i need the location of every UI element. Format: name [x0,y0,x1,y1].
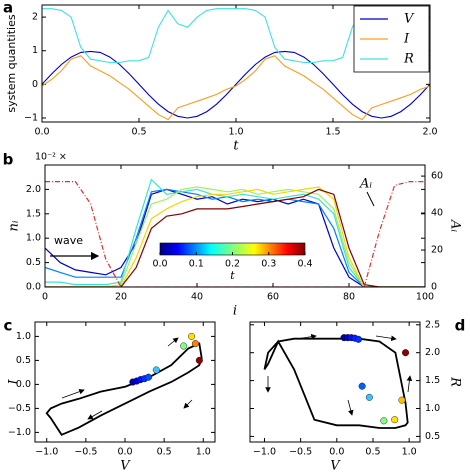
axis-multiplier: 10⁻² × [35,152,67,163]
y-tick-label: 0.0 [16,379,31,390]
x-tick-label: 40 [191,292,203,303]
annotation: wave [54,234,83,247]
y-tick-label: 0.5 [16,355,31,366]
x-axis-label: V [330,459,341,474]
y2-tick-label: 0 [431,282,437,293]
y2-tick-label: 40 [431,208,443,219]
flow-arrows [61,333,413,420]
y-tick-label: 2 [32,12,38,23]
series-line [45,188,425,287]
x-axis-label: t [233,139,239,154]
colorbar-label: t [230,269,235,282]
x-tick-label: 0.5 [131,127,146,138]
legend-label: R [403,52,414,67]
colorbar-tick-label: 0.0 [152,259,167,270]
state-point [152,366,160,374]
y-tick-label: 0.5 [425,431,440,442]
x-tick-label: 0.5 [365,447,380,458]
x-tick-label: 100 [416,292,434,303]
x-tick-label: 0 [42,292,48,303]
y-axis-label: system quantities [5,14,18,112]
y-axis-label: nᵢ [7,220,22,231]
x-axis-label: V [120,459,131,474]
y-tick-label: 0 [32,79,38,90]
state-point [144,373,152,381]
state-point [358,382,366,390]
x-tick-label: −0.5 [289,447,312,458]
colorbar-tick-label: 0.2 [225,259,240,270]
plot-frame [34,321,216,443]
state-point [355,335,363,343]
x-tick-label: 80 [343,292,355,303]
y-tick-label: 1.0 [425,403,440,414]
y-tick-label: 1.5 [425,375,440,386]
y-tick-label: 2.0 [26,184,41,195]
legend-label: V [404,12,415,27]
panel-letter: a [3,0,13,17]
phase-curve [263,337,409,429]
x-axis-label: i [233,304,237,319]
plot-frame [249,321,421,443]
x-tick-label: −1.0 [253,447,276,458]
y2-tick-label: 20 [431,245,443,256]
y-tick-label: 1.0 [26,233,41,244]
colorbar-tick-label: 0.3 [261,259,276,270]
state-point [365,393,373,401]
x-tick-label: 1.0 [196,447,211,458]
state-point [391,416,399,424]
y2-axis-label: Aᵢ [448,219,463,232]
y-tick-label: 1.5 [26,208,41,219]
y-tick-label: −1.0 [8,427,31,438]
panel-letter: d [455,317,466,335]
series-line [45,186,425,287]
x-tick-label: 0.0 [117,447,132,458]
y-tick-label: 0.5 [26,257,41,268]
legend-label: I [403,32,410,47]
annotation: Aᵢ [359,177,372,192]
series-line [42,50,430,119]
panel-letter: b [3,151,14,169]
y-tick-label: 2.0 [425,347,440,358]
y-tick-label: 1 [32,45,38,56]
x-tick-label: 0.5 [157,447,172,458]
x-tick-label: 1.0 [228,127,243,138]
series-line [45,178,425,287]
panel-letter: c [4,317,13,335]
x-tick-label: −1.0 [35,447,58,458]
state-point [188,332,196,340]
phase-curve [45,342,203,436]
colorbar-tick-label: 0.4 [297,259,312,270]
state-point [195,356,203,364]
y-tick-label: −0.5 [8,403,31,414]
plot-frame [44,164,426,288]
x-tick-label: 2.0 [422,127,437,138]
annotation-pointer [366,191,375,207]
y-tick-label: −1 [24,112,38,123]
x-tick-label: 0.0 [34,127,49,138]
y-axis-label: R [448,376,463,387]
state-point [380,417,388,425]
x-tick-label: 0.0 [329,447,344,458]
series-line [45,181,425,287]
state-point [398,396,406,404]
y-tick-label: 2.5 [425,319,440,330]
state-point [402,349,410,357]
x-tick-label: 20 [115,292,127,303]
y-axis-label: I [7,379,22,386]
x-tick-label: 60 [267,292,279,303]
state-point [191,340,199,348]
series-line [42,55,430,121]
y-tick-label: 1.0 [16,331,31,342]
y-tick-label: 0.0 [26,282,41,293]
x-tick-label: 1.0 [402,447,417,458]
y2-tick-label: 60 [431,171,443,182]
x-tick-label: −0.5 [74,447,97,458]
state-point [180,342,188,350]
x-tick-label: 1.5 [325,127,340,138]
plot-frame [41,4,431,123]
colorbar-tick-label: 0.1 [189,259,204,270]
